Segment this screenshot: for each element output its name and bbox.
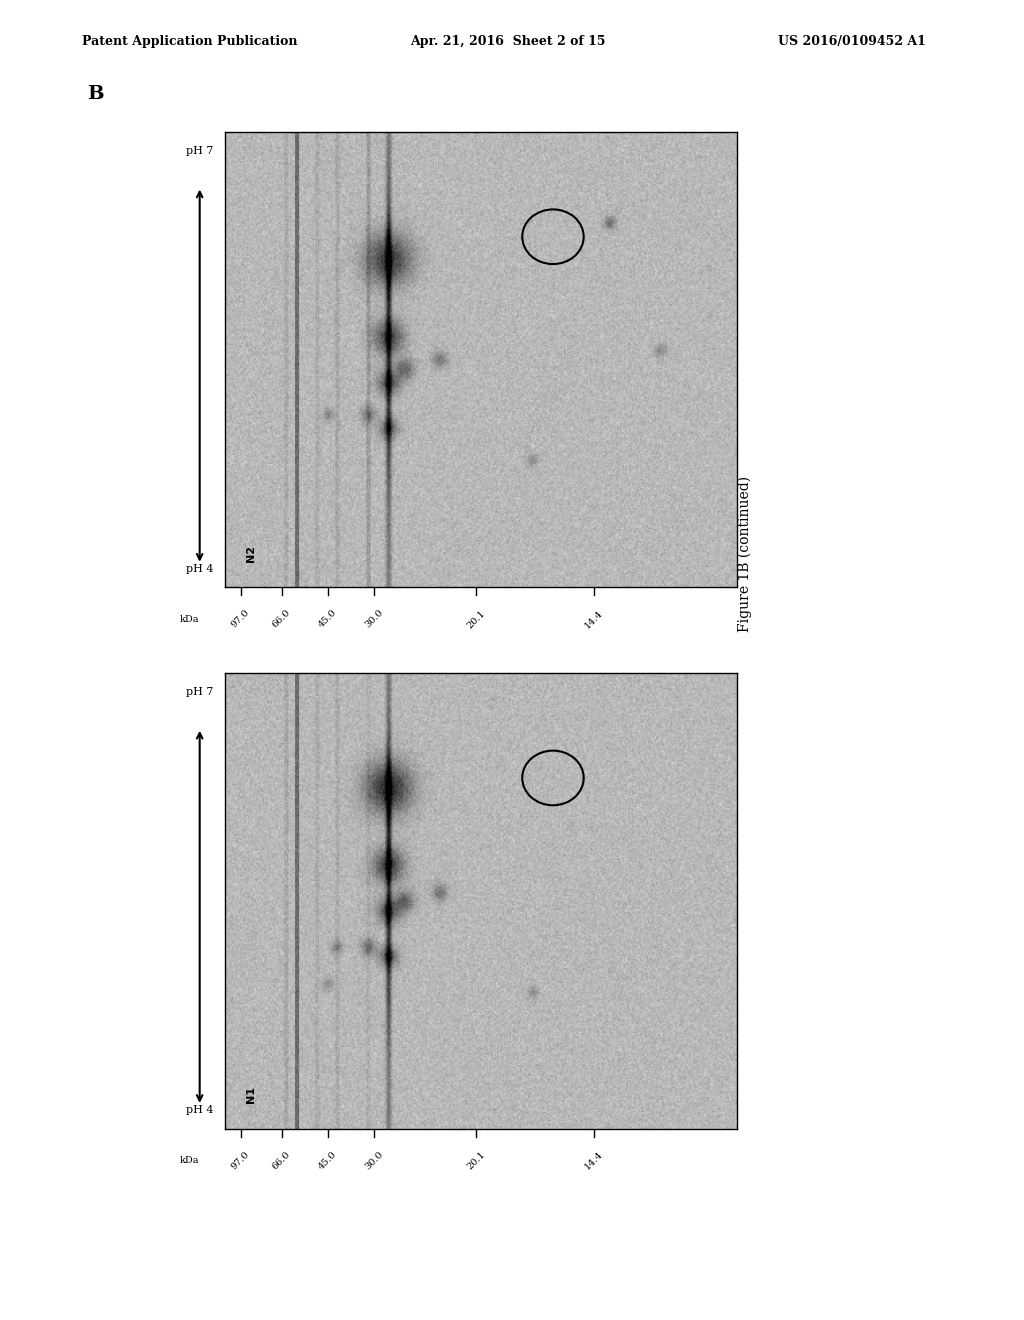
Text: Apr. 21, 2016  Sheet 2 of 15: Apr. 21, 2016 Sheet 2 of 15 (410, 34, 605, 48)
Text: Patent Application Publication: Patent Application Publication (82, 34, 297, 48)
Text: N1: N1 (246, 1086, 256, 1104)
Text: 66.0: 66.0 (270, 609, 293, 630)
Text: 20.1: 20.1 (465, 1150, 487, 1171)
Text: B: B (87, 84, 103, 103)
Text: kDa: kDa (179, 615, 200, 623)
Text: Figure 1B (continued): Figure 1B (continued) (737, 477, 752, 632)
Text: pH 7: pH 7 (186, 145, 213, 156)
Text: US 2016/0109452 A1: US 2016/0109452 A1 (778, 34, 926, 48)
Text: pH 4: pH 4 (186, 564, 213, 574)
Text: 45.0: 45.0 (316, 1150, 339, 1171)
Text: pH 7: pH 7 (186, 686, 213, 697)
Text: 30.0: 30.0 (362, 609, 385, 630)
Text: 97.0: 97.0 (229, 609, 252, 630)
Text: 30.0: 30.0 (362, 1150, 385, 1171)
Text: 97.0: 97.0 (229, 1150, 252, 1171)
Text: 14.4: 14.4 (583, 1150, 605, 1171)
Text: 45.0: 45.0 (316, 609, 339, 630)
Text: N2: N2 (246, 545, 256, 562)
Text: pH 4: pH 4 (186, 1105, 213, 1115)
Text: 20.1: 20.1 (465, 609, 487, 630)
Text: 66.0: 66.0 (270, 1150, 293, 1171)
Text: 14.4: 14.4 (583, 609, 605, 630)
Text: kDa: kDa (179, 1156, 200, 1164)
